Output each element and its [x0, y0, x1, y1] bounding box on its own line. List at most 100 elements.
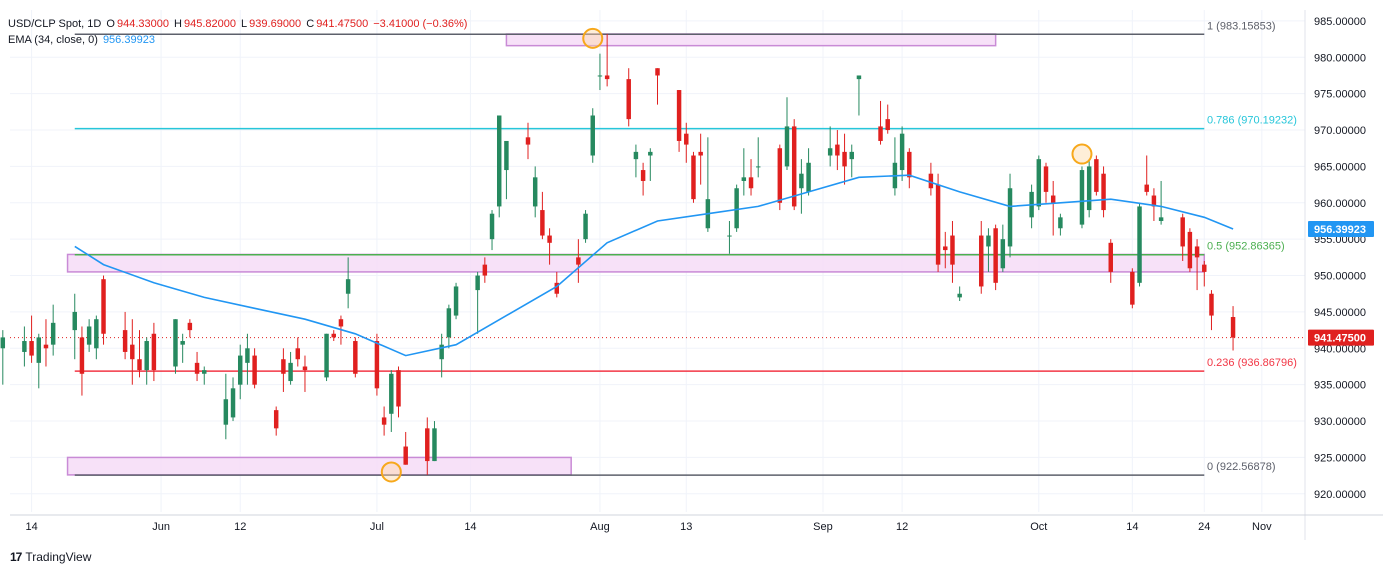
candle-body	[374, 341, 380, 389]
candle-body	[540, 210, 545, 236]
candle-body	[1079, 170, 1085, 225]
pivot-markers	[380, 27, 1093, 483]
candle	[648, 148, 653, 181]
fib-level-label: 0.786 (970.19232)	[1207, 115, 1297, 127]
candle	[173, 319, 178, 374]
candle	[151, 322, 157, 382]
candle	[1094, 155, 1099, 196]
support-resistance-zone	[66, 456, 572, 476]
candle	[892, 137, 898, 196]
candle-body	[777, 148, 783, 203]
candle-body	[525, 137, 531, 145]
candle	[748, 159, 754, 196]
candle	[237, 344, 243, 400]
candle	[1202, 261, 1207, 287]
open-label: O	[106, 18, 115, 30]
candle	[0, 330, 6, 385]
candle	[791, 119, 797, 211]
time-tick-label: Aug	[590, 521, 610, 533]
candle	[180, 333, 185, 363]
open-value: 944.33000	[116, 18, 169, 30]
fib-level-label: 1 (983.15853)	[1207, 20, 1276, 32]
candle	[482, 257, 488, 283]
candle-body	[856, 75, 862, 80]
candle-body	[1101, 173, 1106, 211]
time-tick-label: Sep	[813, 521, 833, 533]
candle	[137, 330, 142, 378]
last-price-badge: 941.47500	[1314, 333, 1366, 345]
candle-body	[784, 126, 790, 167]
candle	[43, 319, 49, 367]
candle	[396, 366, 401, 418]
candle	[583, 210, 588, 243]
high-value: 945.82000	[183, 18, 236, 30]
candle-body	[986, 235, 991, 247]
ohlc-legend: USD/CLP Spot, 1D O 944.33000 H 945.82000 L…	[8, 18, 469, 30]
low-label: L	[241, 18, 248, 30]
last-price-badge-bg	[1308, 329, 1374, 346]
candle	[878, 100, 883, 145]
fib-level-label: 0.236 (936.86796)	[1207, 357, 1297, 369]
candle-body	[86, 326, 92, 345]
candle	[1029, 184, 1034, 229]
candle-body	[50, 322, 56, 345]
candle-body	[734, 188, 739, 229]
candle-body	[288, 362, 293, 382]
candle	[223, 373, 229, 440]
price-axis[interactable]: 985.00000 980.00000 975.00000 970.00000 965.…	[1304, 10, 1374, 540]
price-tick-label: 955.00000	[1314, 234, 1366, 246]
candle-body	[979, 235, 984, 287]
candle	[353, 337, 358, 378]
candle-body	[1007, 188, 1013, 247]
candle-body	[698, 151, 703, 156]
candle-body	[1050, 195, 1056, 203]
candle-body	[43, 344, 49, 349]
candle	[432, 421, 437, 462]
candle-body	[1137, 206, 1142, 283]
candle	[122, 311, 128, 360]
price-tick-label: 980.00000	[1314, 52, 1366, 64]
price-tick-label: 960.00000	[1314, 198, 1366, 210]
brand-name: TradingView	[25, 550, 92, 564]
candle-body	[604, 75, 610, 80]
candle	[36, 333, 42, 389]
candle	[827, 126, 833, 167]
candle-body	[1187, 231, 1193, 269]
candle	[29, 315, 34, 363]
candle	[633, 144, 639, 178]
candle	[943, 231, 948, 269]
candle	[50, 304, 56, 356]
candle	[741, 148, 747, 196]
candle	[245, 333, 250, 385]
candle	[425, 417, 430, 475]
candle	[1230, 306, 1236, 351]
fib-level-label: 0 (922.56878)	[1207, 461, 1276, 473]
candle-body	[1202, 264, 1207, 272]
price-tick-label: 965.00000	[1314, 161, 1366, 173]
time-axis[interactable]: 14 Jun 12 Jul 14 Aug 13 Sep 12 Oct 14 24 Nov	[10, 514, 1383, 533]
pivot-circle	[380, 461, 402, 483]
candle	[1101, 166, 1106, 218]
candle-body	[389, 373, 394, 414]
time-tick-label: Nov	[1252, 521, 1272, 533]
tradingview-brand[interactable]: 17 TradingView	[10, 550, 91, 564]
candle-body	[648, 151, 653, 156]
candle	[849, 144, 854, 178]
price-tick-label: 945.00000	[1314, 307, 1366, 319]
candle-body	[576, 257, 581, 265]
candle-body	[130, 344, 135, 360]
candle	[640, 162, 646, 196]
candle-body	[144, 341, 149, 371]
candle-body	[22, 341, 27, 352]
fibonacci-retracement[interactable]: 1 (983.15853) 0.786 (970.19232) 0.5 (952.8…	[10, 20, 1305, 476]
candle	[489, 210, 495, 251]
candle	[496, 115, 502, 218]
candle	[324, 333, 329, 382]
candle	[705, 137, 711, 232]
candle	[295, 337, 301, 367]
candle-body	[36, 337, 42, 363]
price-tick-label: 935.00000	[1314, 380, 1366, 392]
candle-body	[1180, 217, 1185, 247]
candle	[101, 275, 106, 345]
